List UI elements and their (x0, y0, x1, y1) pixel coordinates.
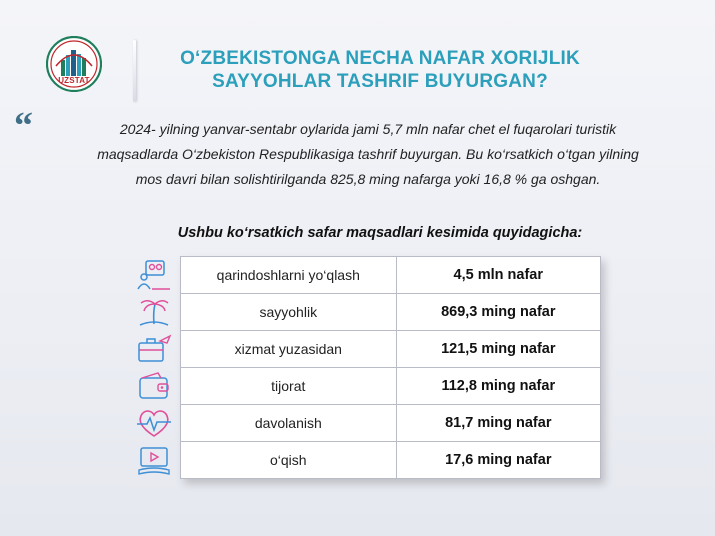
header-divider (133, 40, 136, 102)
title-line-2: SAYYOHLAR TASHRIF BUYURGAN? (212, 71, 548, 92)
purpose-value: 112,8 ming nafar (395, 367, 602, 405)
logo-text: UZSTAT (58, 76, 90, 85)
purpose-label: qarindoshlarni yo‘qlash (180, 256, 397, 294)
palm-tree-icon (134, 293, 174, 330)
page-title: O‘ZBEKISTONGA NECHA NAFAR XORIJLIK SAYYO… (150, 47, 610, 93)
purpose-value: 869,3 ming nafar (395, 293, 602, 331)
study-icon (134, 441, 174, 478)
intro-line-1: 2024- yilning yanvar-sentabr oylarida ja… (119, 121, 617, 137)
family-icon (134, 256, 174, 293)
table-subtitle: Ushbu ko‘rsatkich safar maqsadlari kesim… (177, 225, 583, 241)
purpose-value: 121,5 ming nafar (395, 330, 602, 368)
purpose-value: 81,7 ming nafar (395, 404, 602, 442)
purpose-label: davolanish (180, 404, 397, 442)
purpose-label: sayyohlik (180, 293, 397, 331)
heartbeat-icon (134, 404, 174, 441)
uzstat-logo (46, 36, 102, 92)
purpose-icons (134, 256, 174, 478)
purpose-label: o‘qish (180, 441, 397, 479)
table-row: qarindoshlarni yo‘qlash 4,5 mln nafar (180, 256, 602, 294)
table-row: davolanish 81,7 ming nafar (180, 404, 602, 442)
intro-line-2: maqsadlarda O‘zbekiston Respublikasiga t… (97, 146, 639, 162)
briefcase-plane-icon (134, 330, 174, 367)
intro-line-3: mos davri bilan solishtirilganda 825,8 m… (135, 171, 601, 187)
purpose-value: 4,5 mln nafar (395, 256, 602, 294)
purpose-table: qarindoshlarni yo‘qlash 4,5 mln nafar sa… (180, 256, 602, 479)
table-row: tijorat 112,8 ming nafar (180, 367, 602, 405)
purpose-label: tijorat (180, 367, 397, 405)
table-row: o‘qish 17,6 ming nafar (180, 441, 602, 479)
table-row: xizmat yuzasidan 121,5 ming nafar (180, 330, 602, 368)
quote-mark: “ (14, 105, 33, 147)
purpose-label: xizmat yuzasidan (180, 330, 397, 368)
wallet-icon (134, 367, 174, 404)
title-line-1: O‘ZBEKISTONGA NECHA NAFAR XORIJLIK (180, 48, 580, 69)
purpose-value: 17,6 ming nafar (395, 441, 602, 479)
table-row: sayyohlik 869,3 ming nafar (180, 293, 602, 331)
intro-paragraph: 2024- yilning yanvar-sentabr oylarida ja… (58, 117, 678, 192)
